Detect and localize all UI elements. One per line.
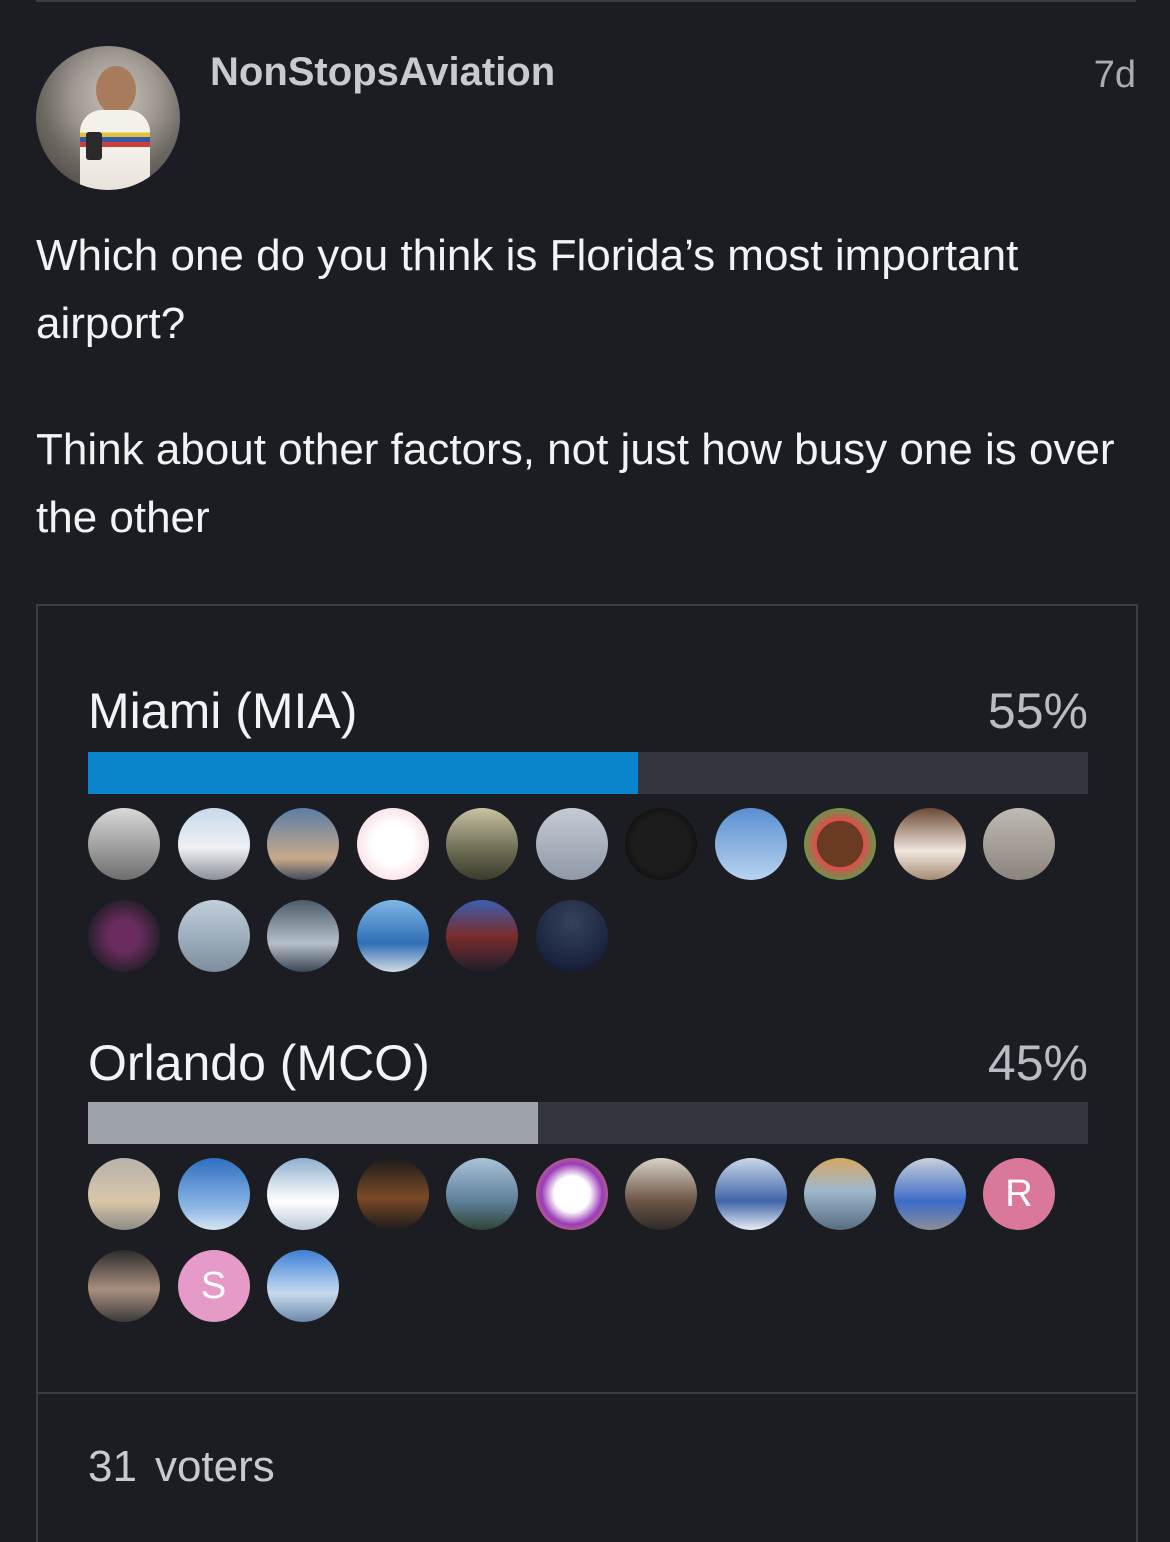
voter-avatar[interactable] [804,1158,876,1230]
voter-avatar[interactable] [535,900,608,972]
voter-avatar[interactable] [714,1158,787,1230]
voter-avatar[interactable] [88,1250,160,1322]
voter-avatar[interactable]: R [983,1158,1055,1230]
voters-count[interactable]: 31 voters [88,1442,275,1492]
voter-avatar[interactable] [446,1158,518,1230]
voter-avatar[interactable] [88,900,160,972]
post-note: Think about other factors, not just how … [36,425,1115,542]
author-username[interactable]: NonStopsAviation [210,50,556,94]
voter-avatar[interactable] [625,808,697,880]
voter-avatar[interactable] [177,808,250,880]
poll-option-miami[interactable]: Miami (MIA) 55% [88,682,1088,752]
top-divider [36,0,1136,2]
voter-avatar[interactable] [983,808,1055,880]
poll-bar-miami [88,752,1088,794]
poll-option-percent: 45% [987,1035,1088,1091]
poll-bar-orlando [88,1102,1088,1144]
post-question: Which one do you think is Florida’s most… [36,231,1019,348]
voter-initial: S [200,1264,227,1307]
voter-avatar[interactable] [356,1158,429,1230]
voter-avatar[interactable] [535,1158,608,1230]
poll-option-percent: 55% [987,683,1088,739]
voter-avatar[interactable] [714,808,787,880]
voter-avatar[interactable] [88,1158,160,1230]
post-header: NonStopsAviation 7d [36,46,1136,192]
voter-avatar[interactable] [267,900,339,972]
voter-avatar[interactable] [88,808,160,880]
voter-avatar[interactable] [446,808,518,880]
voter-avatar[interactable] [893,1158,966,1230]
voter-avatar[interactable] [625,1158,697,1230]
voter-avatar[interactable] [535,808,608,880]
voter-avatar[interactable] [177,1158,250,1230]
voter-avatar[interactable] [356,808,429,880]
voter-initial: R [1005,1172,1033,1215]
voters-count-label: voters [154,1442,275,1491]
voter-avatar[interactable]: S [177,1250,250,1322]
voters-count-number: 31 [88,1442,137,1491]
voter-avatar[interactable] [356,900,429,972]
poll-bar-fill [88,1102,538,1144]
voter-avatar[interactable] [267,1158,339,1230]
voter-avatar[interactable] [177,900,250,972]
poll-bar-fill [88,752,638,794]
voter-avatar[interactable] [267,808,339,880]
voter-avatar[interactable] [446,900,518,972]
poll-option-label: Orlando (MCO) [88,1035,430,1091]
voter-avatar[interactable] [804,808,876,880]
poll-option-orlando[interactable]: Orlando (MCO) 45% [88,1034,1088,1104]
voter-avatar[interactable] [893,808,966,880]
author-avatar[interactable] [36,46,180,190]
poll-option-label: Miami (MIA) [88,683,358,739]
voter-avatars-miami [88,808,1088,978]
poll-divider [38,1392,1136,1394]
post-age: 7d [1093,54,1136,96]
voter-avatar[interactable] [267,1250,339,1322]
